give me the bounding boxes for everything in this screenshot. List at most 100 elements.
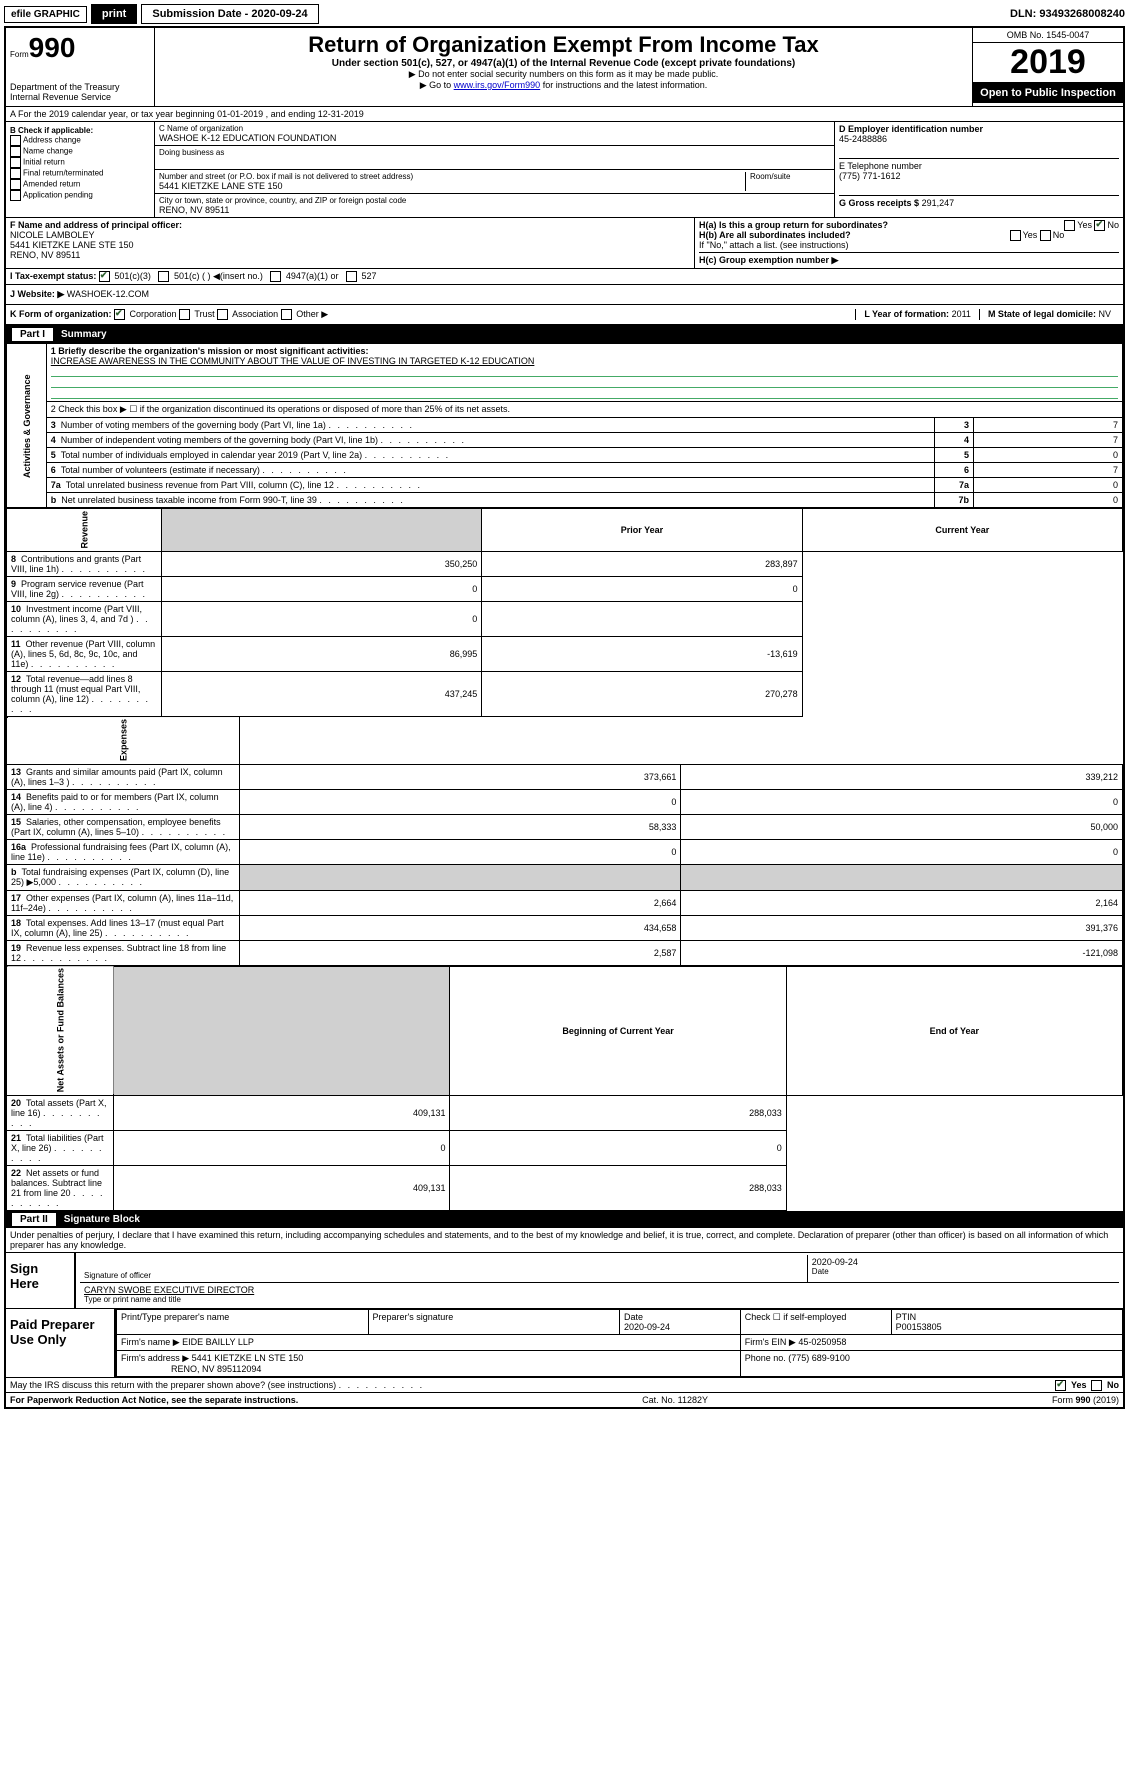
col-end: End of Year bbox=[786, 966, 1122, 1095]
part2-label: Part II bbox=[12, 1213, 56, 1226]
ha-yes[interactable] bbox=[1064, 220, 1075, 231]
sign-here-label: Sign Here bbox=[6, 1253, 74, 1308]
col-prior-year: Prior Year bbox=[482, 509, 802, 552]
prep-name-label: Print/Type preparer's name bbox=[117, 1310, 369, 1335]
dln-label: DLN: 93493268008240 bbox=[1010, 8, 1125, 20]
form-number-box: Form990 Department of the Treasury Inter… bbox=[6, 28, 155, 106]
form-prefix: Form bbox=[10, 50, 29, 59]
print-button[interactable]: print bbox=[91, 4, 137, 24]
q2-checkbox-line: 2 Check this box ▶ ☐ if the organization… bbox=[46, 402, 1122, 418]
section-b-checkboxes: B Check if applicable: Address change Na… bbox=[6, 122, 155, 217]
chk-app-pending[interactable] bbox=[10, 190, 21, 201]
top-toolbar: efile GRAPHIC print Submission Date - 20… bbox=[4, 4, 1125, 24]
footer-row: For Paperwork Reduction Act Notice, see … bbox=[6, 1392, 1123, 1407]
firm-ein: 45-0250958 bbox=[798, 1337, 846, 1347]
netassets-table: Net Assets or Fund Balances Beginning of… bbox=[6, 966, 1123, 1211]
footer-paperwork: For Paperwork Reduction Act Notice, see … bbox=[10, 1395, 298, 1405]
chk-corp[interactable] bbox=[114, 309, 125, 320]
dba-value bbox=[159, 157, 830, 167]
footer-form: Form 990 (2019) bbox=[1052, 1395, 1119, 1405]
gross-receipts-value: 291,247 bbox=[922, 198, 955, 208]
chk-trust[interactable] bbox=[179, 309, 190, 320]
room-label: Room/suite bbox=[750, 172, 830, 181]
chk-other[interactable] bbox=[281, 309, 292, 320]
firm-phone-label: Phone no. bbox=[745, 1353, 786, 1363]
d-ein-label: D Employer identification number bbox=[839, 124, 1119, 134]
part1-header: Part I Summary bbox=[6, 326, 1123, 343]
hc-label: H(c) Group exemption number ▶ bbox=[699, 252, 1119, 266]
m-label: M State of legal domicile: bbox=[988, 309, 1096, 319]
hb-yes[interactable] bbox=[1010, 230, 1021, 241]
ptin-label: PTIN bbox=[896, 1312, 917, 1322]
check-self-employed: Check ☐ if self-employed bbox=[740, 1310, 891, 1335]
k-label: K Form of organization: bbox=[10, 309, 112, 319]
form-990-number: 990 bbox=[29, 32, 76, 63]
firm-phone: (775) 689-9100 bbox=[788, 1353, 850, 1363]
firm-ein-label: Firm's EIN ▶ bbox=[745, 1337, 796, 1347]
netassets-sidelabel: Net Assets or Fund Balances bbox=[7, 966, 114, 1095]
ha-no[interactable] bbox=[1094, 220, 1105, 231]
chk-527[interactable] bbox=[346, 271, 357, 282]
omb-number: OMB No. 1545-0047 bbox=[973, 28, 1123, 43]
part1-label: Part I bbox=[12, 328, 53, 341]
chk-amended[interactable] bbox=[10, 179, 21, 190]
dba-label: Doing business as bbox=[159, 148, 830, 157]
f-label: F Name and address of principal officer: bbox=[10, 220, 690, 230]
phone-label: E Telephone number bbox=[839, 158, 1119, 171]
tax-year: 2019 bbox=[973, 43, 1123, 83]
gross-receipts-label: G Gross receipts $ bbox=[839, 198, 919, 208]
city-state-zip: RENO, NV 89511 bbox=[159, 205, 830, 215]
paid-preparer-label: Paid Preparer Use Only bbox=[6, 1309, 114, 1377]
open-public-badge: Open to Public Inspection bbox=[973, 83, 1123, 103]
firm-addr2: RENO, NV 895112094 bbox=[171, 1364, 261, 1374]
form-title: Return of Organization Exempt From Incom… bbox=[159, 32, 968, 58]
part1-subtitle: Summary bbox=[61, 329, 107, 340]
perjury-statement: Under penalties of perjury, I declare th… bbox=[6, 1228, 1123, 1252]
form990-link[interactable]: www.irs.gov/Form990 bbox=[454, 80, 541, 90]
type-name-label: Type or print name and title bbox=[84, 1295, 1115, 1304]
sign-here-row: Sign Here Signature of officer 2020-09-2… bbox=[6, 1252, 1123, 1308]
sig-officer-label: Signature of officer bbox=[84, 1271, 803, 1280]
website-value: WASHOEK-12.COM bbox=[67, 289, 149, 299]
l-label: L Year of formation: bbox=[864, 309, 949, 319]
year-formation: 2011 bbox=[952, 309, 971, 319]
street-address: 5441 KIETZKE LANE STE 150 bbox=[159, 181, 745, 191]
title-box: Return of Organization Exempt From Incom… bbox=[155, 28, 973, 106]
expenses-table: Expenses 13 Grants and similar amounts p… bbox=[6, 717, 1123, 966]
mission-text: INCREASE AWARENESS IN THE COMMUNITY ABOU… bbox=[51, 356, 1118, 366]
j-label: J Website: ▶ bbox=[10, 289, 64, 299]
chk-address-change[interactable] bbox=[10, 135, 21, 146]
i-label: I Tax-exempt status: bbox=[10, 271, 96, 281]
discuss-row: May the IRS discuss this return with the… bbox=[6, 1377, 1123, 1392]
discuss-question: May the IRS discuss this return with the… bbox=[10, 1380, 336, 1390]
note-goto: ▶ Go to www.irs.gov/Form990 for instruct… bbox=[159, 80, 968, 91]
state-domicile: NV bbox=[1098, 309, 1111, 319]
firm-addr-label: Firm's address ▶ bbox=[121, 1353, 189, 1363]
ein-value: 45-2488886 bbox=[839, 134, 1119, 144]
col-current-year: Current Year bbox=[802, 509, 1122, 552]
submission-date-button[interactable]: Submission Date - 2020-09-24 bbox=[141, 4, 318, 24]
b-label: B Check if applicable: bbox=[10, 126, 150, 135]
q1-label: 1 Briefly describe the organization's mi… bbox=[51, 346, 1118, 356]
phone-value: (775) 771-1612 bbox=[839, 171, 1119, 181]
paid-preparer-row: Paid Preparer Use Only Print/Type prepar… bbox=[6, 1308, 1123, 1377]
chk-4947[interactable] bbox=[270, 271, 281, 282]
chk-initial-return[interactable] bbox=[10, 157, 21, 168]
hb-no[interactable] bbox=[1040, 230, 1051, 241]
irs-label: Internal Revenue Service bbox=[10, 92, 150, 102]
efile-label: efile GRAPHIC bbox=[4, 6, 87, 23]
chk-501c[interactable] bbox=[158, 271, 169, 282]
ptin-value: P00153805 bbox=[896, 1322, 942, 1332]
chk-assoc[interactable] bbox=[217, 309, 228, 320]
chk-final-return[interactable] bbox=[10, 168, 21, 179]
section-f-officer: F Name and address of principal officer:… bbox=[6, 218, 695, 268]
discuss-yes[interactable] bbox=[1055, 1380, 1066, 1391]
prep-sig-label: Preparer's signature bbox=[368, 1310, 620, 1335]
sign-content: Signature of officer 2020-09-24 Date CAR… bbox=[74, 1253, 1123, 1308]
chk-name-change[interactable] bbox=[10, 146, 21, 157]
chk-501c3[interactable] bbox=[99, 271, 110, 282]
officer-name: NICOLE LAMBOLEY bbox=[10, 230, 690, 240]
entity-info-row: B Check if applicable: Address change Na… bbox=[6, 122, 1123, 217]
discuss-no[interactable] bbox=[1091, 1380, 1102, 1391]
section-k-form-org: K Form of organization: Corporation Trus… bbox=[6, 305, 1123, 326]
